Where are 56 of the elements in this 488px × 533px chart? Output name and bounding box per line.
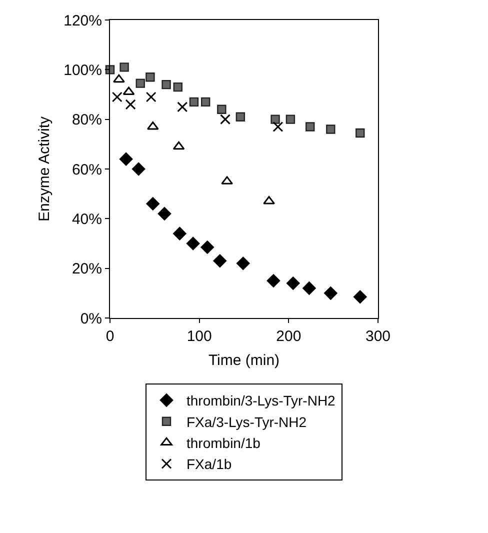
y-tick-label: 80%: [72, 112, 102, 129]
point: [356, 128, 365, 138]
point: [263, 196, 275, 204]
y-tick-label: 40%: [72, 210, 102, 228]
x-tick-label: 300: [365, 328, 391, 345]
point: [354, 290, 367, 304]
x-tick-label: 0: [106, 328, 114, 345]
point: [125, 99, 136, 110]
point: [173, 226, 186, 240]
legend-label: FXa/3-Lys-Tyr-NH2: [186, 414, 307, 430]
y-tick-label: 120%: [64, 12, 102, 30]
point: [200, 240, 214, 254]
point: [146, 92, 156, 102]
point: [221, 176, 233, 184]
point: [189, 97, 199, 107]
point: [266, 274, 280, 288]
x-axis-title: Time (min): [208, 352, 280, 369]
y-tick-label: 20%: [72, 260, 102, 278]
y-axis-title: Enzyme Activity: [36, 116, 53, 222]
point: [173, 82, 182, 92]
legend-label: FXa/1b: [186, 456, 232, 472]
point: [286, 276, 300, 290]
point: [132, 162, 146, 176]
x-tick-label: 100: [186, 328, 212, 345]
point: [220, 114, 230, 125]
point: [213, 254, 226, 268]
y-tick-label: 0%: [80, 310, 102, 328]
point: [146, 72, 155, 82]
point: [324, 286, 338, 300]
legend-label: thrombin/3-Lys-Tyr-NH2: [186, 392, 336, 409]
y-tick-label: 100%: [64, 62, 102, 79]
point: [270, 114, 280, 124]
x-tick-label: 200: [276, 328, 302, 345]
point: [186, 236, 200, 250]
point: [120, 62, 129, 72]
point: [112, 92, 122, 102]
point: [326, 124, 336, 134]
point: [162, 80, 171, 90]
point: [302, 282, 316, 295]
point: [119, 152, 133, 166]
point: [306, 122, 315, 132]
legend-label: thrombin/1b: [186, 435, 261, 452]
point: [122, 86, 135, 96]
y-tick-label: 60%: [72, 161, 102, 178]
point: [272, 122, 284, 132]
point: [177, 102, 188, 112]
point: [136, 78, 145, 88]
point: [112, 74, 125, 83]
point: [286, 114, 296, 124]
point: [146, 197, 160, 210]
point: [236, 112, 246, 122]
point: [217, 104, 226, 114]
point: [172, 141, 185, 150]
point: [158, 207, 172, 220]
point: [200, 97, 210, 107]
point: [236, 256, 250, 270]
